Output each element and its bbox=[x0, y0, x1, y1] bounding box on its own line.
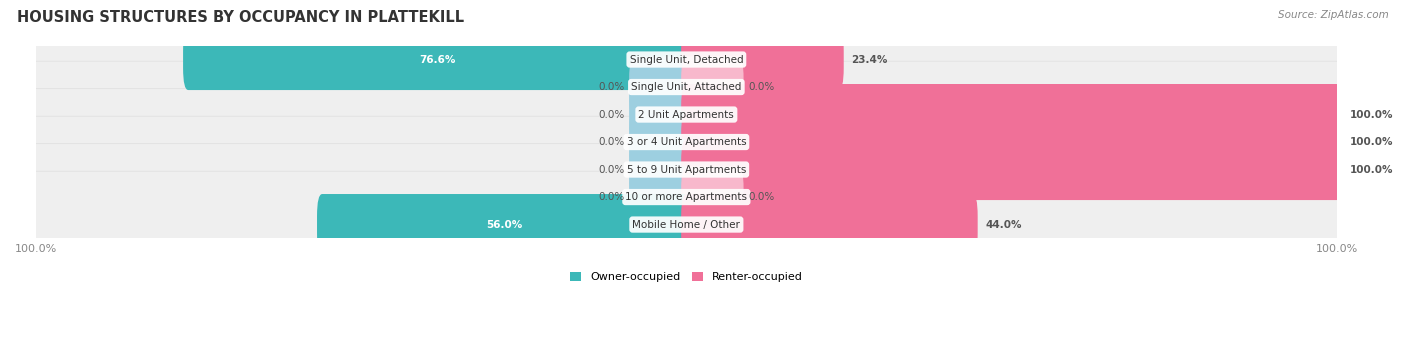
Text: 0.0%: 0.0% bbox=[599, 137, 624, 147]
Text: 100.0%: 100.0% bbox=[1350, 165, 1393, 174]
Text: 5 to 9 Unit Apartments: 5 to 9 Unit Apartments bbox=[627, 165, 747, 174]
Text: 56.0%: 56.0% bbox=[486, 220, 523, 229]
Text: 76.6%: 76.6% bbox=[419, 54, 456, 65]
FancyBboxPatch shape bbox=[27, 6, 1347, 113]
FancyBboxPatch shape bbox=[681, 56, 744, 118]
Text: 0.0%: 0.0% bbox=[599, 165, 624, 174]
Text: 10 or more Apartments: 10 or more Apartments bbox=[626, 192, 748, 202]
FancyBboxPatch shape bbox=[316, 194, 692, 255]
Text: Single Unit, Detached: Single Unit, Detached bbox=[630, 54, 744, 65]
FancyBboxPatch shape bbox=[681, 111, 1341, 173]
Text: Mobile Home / Other: Mobile Home / Other bbox=[633, 220, 741, 229]
Text: 23.4%: 23.4% bbox=[852, 54, 889, 65]
FancyBboxPatch shape bbox=[27, 116, 1347, 223]
Text: HOUSING STRUCTURES BY OCCUPANCY IN PLATTEKILL: HOUSING STRUCTURES BY OCCUPANCY IN PLATT… bbox=[17, 10, 464, 25]
FancyBboxPatch shape bbox=[628, 167, 692, 227]
Text: 3 or 4 Unit Apartments: 3 or 4 Unit Apartments bbox=[627, 137, 747, 147]
FancyBboxPatch shape bbox=[27, 144, 1347, 250]
Text: 0.0%: 0.0% bbox=[748, 82, 775, 92]
FancyBboxPatch shape bbox=[27, 89, 1347, 195]
FancyBboxPatch shape bbox=[681, 84, 1341, 145]
FancyBboxPatch shape bbox=[681, 29, 844, 90]
FancyBboxPatch shape bbox=[628, 139, 692, 200]
Legend: Owner-occupied, Renter-occupied: Owner-occupied, Renter-occupied bbox=[565, 267, 807, 287]
FancyBboxPatch shape bbox=[628, 84, 692, 145]
FancyBboxPatch shape bbox=[183, 29, 692, 90]
Text: 0.0%: 0.0% bbox=[599, 82, 624, 92]
Text: 0.0%: 0.0% bbox=[599, 109, 624, 120]
Text: 44.0%: 44.0% bbox=[986, 220, 1022, 229]
FancyBboxPatch shape bbox=[628, 111, 692, 173]
FancyBboxPatch shape bbox=[681, 194, 977, 255]
Text: 100.0%: 100.0% bbox=[1350, 109, 1393, 120]
FancyBboxPatch shape bbox=[681, 139, 1341, 200]
FancyBboxPatch shape bbox=[681, 167, 744, 227]
FancyBboxPatch shape bbox=[27, 171, 1347, 278]
Text: 2 Unit Apartments: 2 Unit Apartments bbox=[638, 109, 734, 120]
Text: 0.0%: 0.0% bbox=[599, 192, 624, 202]
Text: 0.0%: 0.0% bbox=[748, 192, 775, 202]
Text: Source: ZipAtlas.com: Source: ZipAtlas.com bbox=[1278, 10, 1389, 20]
FancyBboxPatch shape bbox=[27, 34, 1347, 140]
FancyBboxPatch shape bbox=[628, 56, 692, 118]
Text: Single Unit, Attached: Single Unit, Attached bbox=[631, 82, 741, 92]
FancyBboxPatch shape bbox=[27, 61, 1347, 168]
Text: 100.0%: 100.0% bbox=[1350, 137, 1393, 147]
